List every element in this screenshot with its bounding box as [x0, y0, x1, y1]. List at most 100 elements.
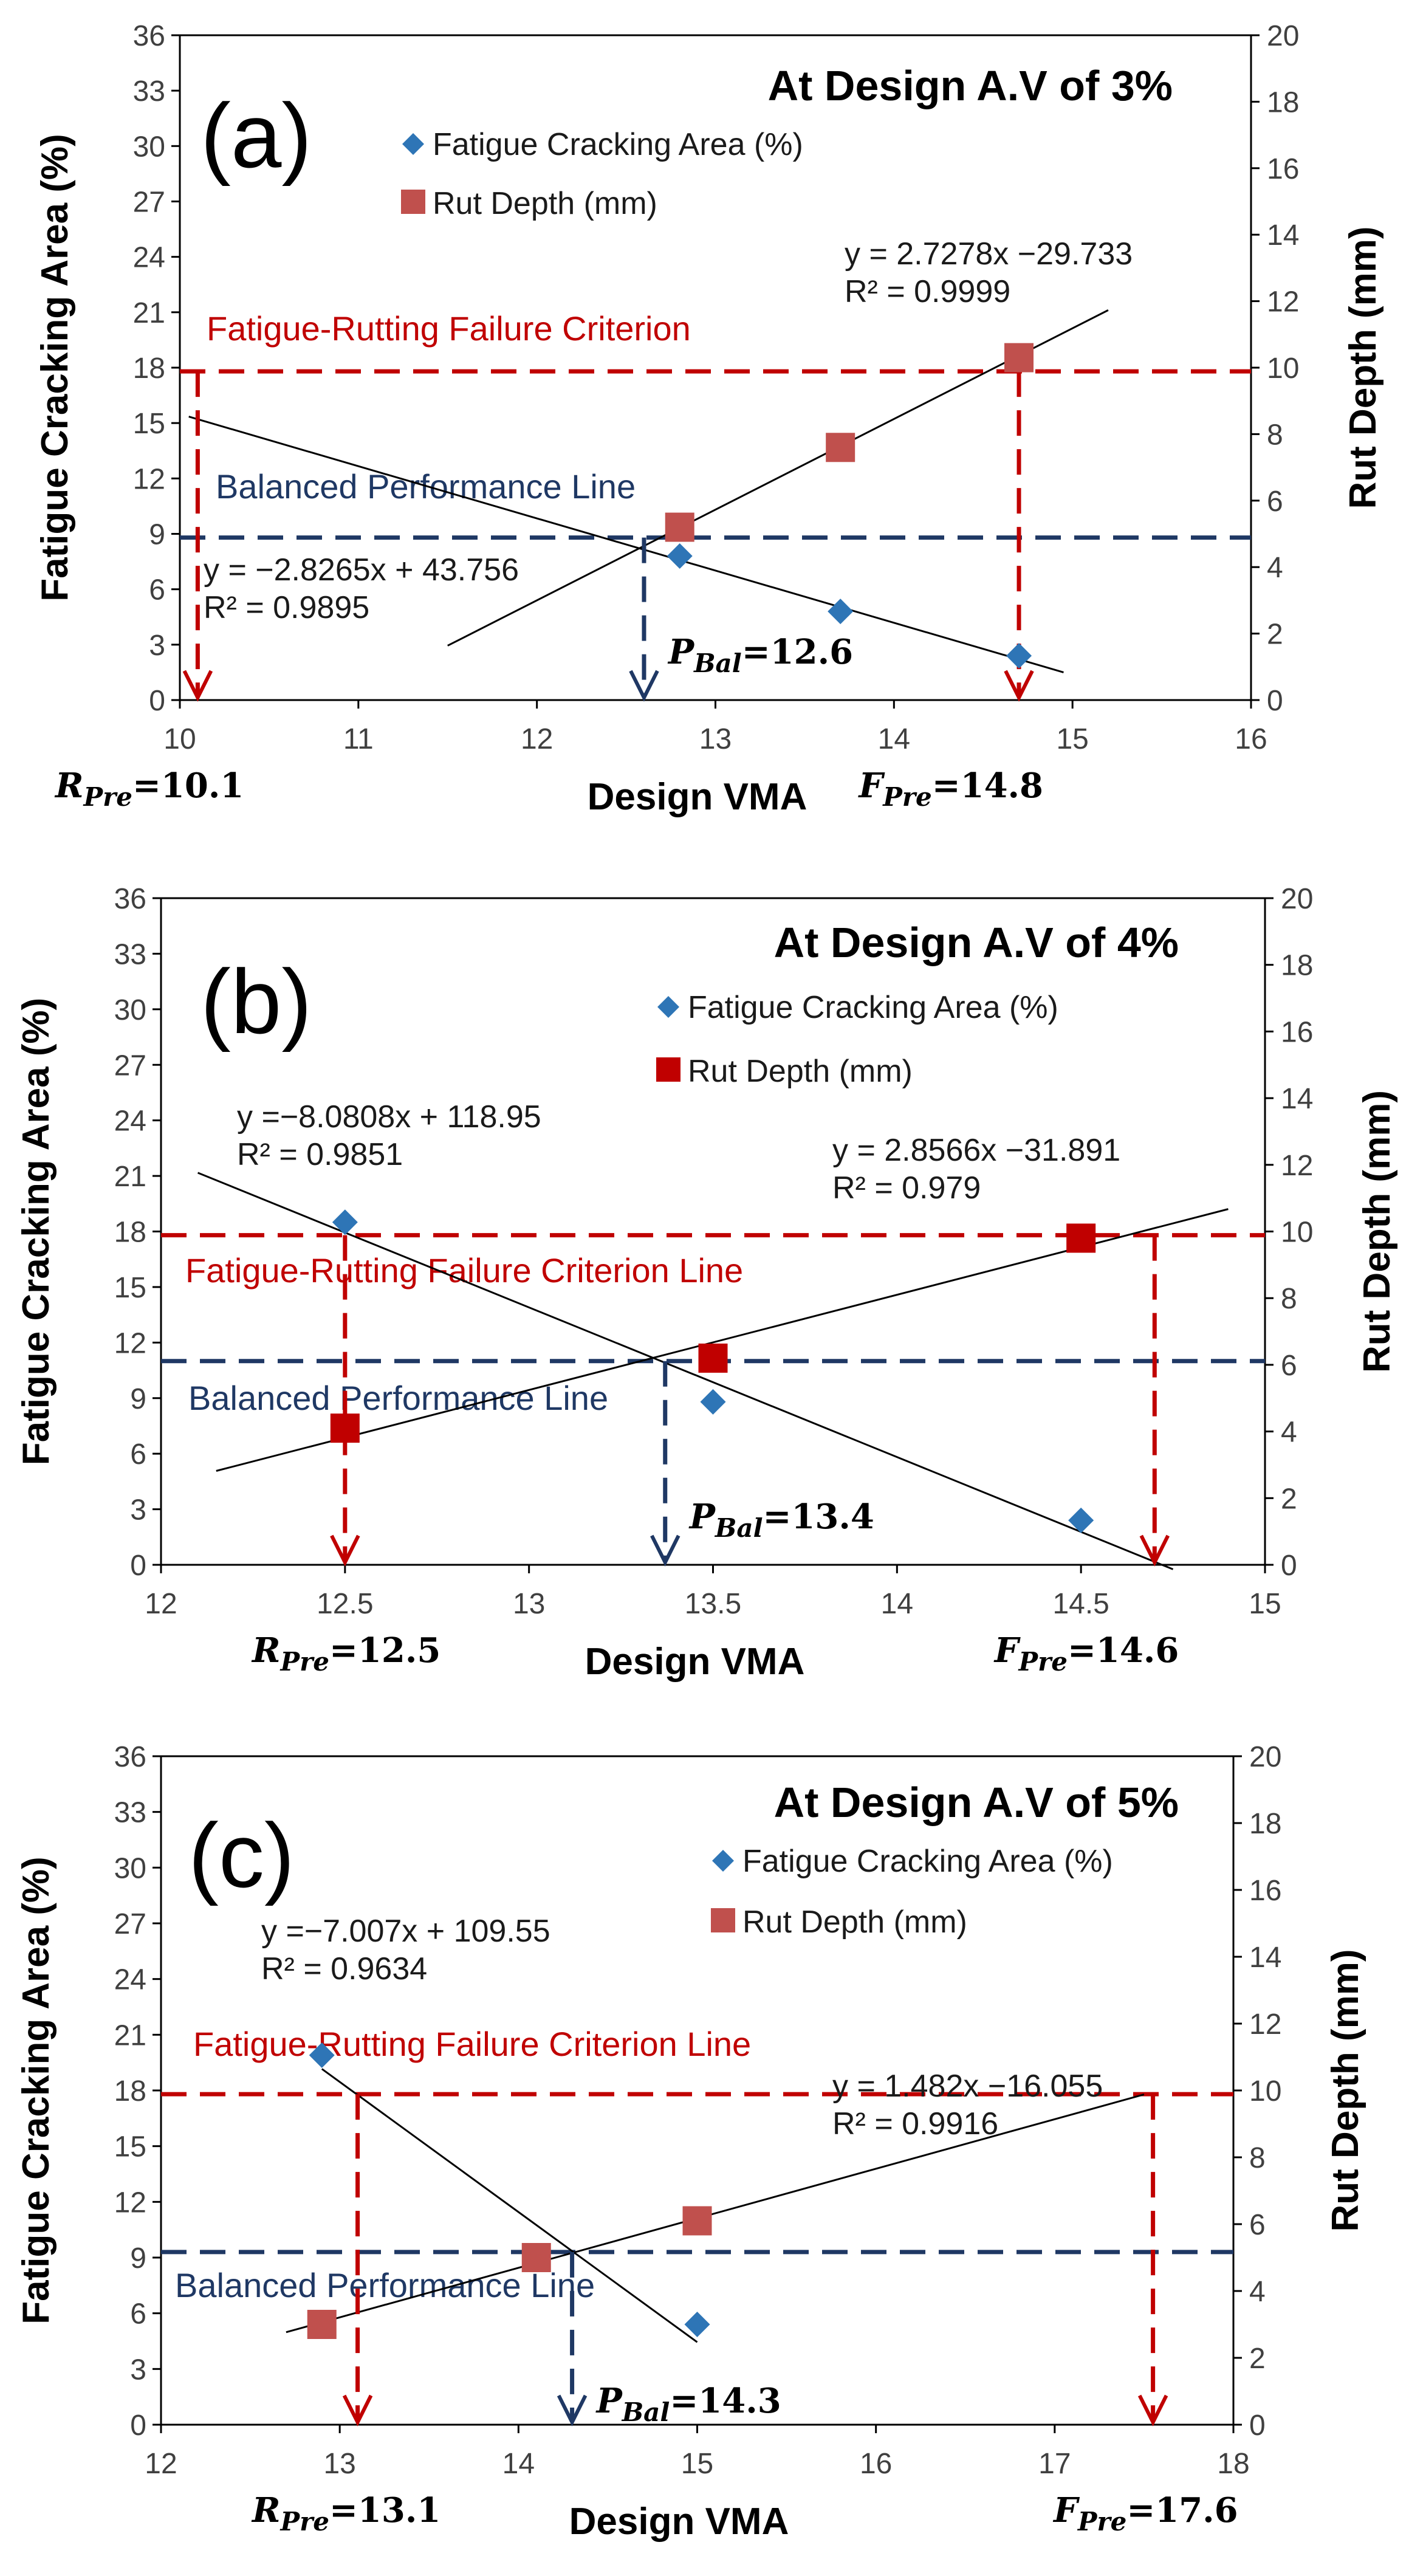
f_pre-annotation: FPre=14.8: [858, 766, 1044, 812]
r_pre-symbol: R: [251, 2490, 281, 2530]
trendline-r2: R² = 0.9999: [845, 274, 1010, 309]
x-tick-label: 13.5: [685, 1588, 741, 1620]
balanced-performance-label: Balanced Performance Line: [175, 2266, 595, 2304]
y-left-tick-label: 15: [133, 408, 165, 440]
fatigue-data-point: [1068, 1507, 1094, 1533]
y-left-tick-label: 27: [114, 1049, 146, 1082]
y-left-tick-label: 0: [130, 1550, 146, 1582]
panel-label: (a): [201, 84, 312, 187]
y-left-tick-label: 36: [114, 883, 146, 915]
r_pre-subscript: Pre: [83, 782, 132, 812]
y-right-tick-label: 2: [1249, 2343, 1266, 2375]
trendline-r2: R² = 0.979: [832, 1170, 981, 1206]
p_bal-value: =12.6: [742, 632, 853, 672]
x-tick-label: 12: [145, 1588, 177, 1620]
x-tick-label: 15: [681, 2448, 713, 2480]
x-tick-label: 11: [343, 723, 374, 755]
x-tick-label: 14: [881, 1588, 913, 1620]
y-right-tick-label: 4: [1281, 1417, 1297, 1449]
x-tick-label: 13: [699, 723, 732, 755]
x-tick-label: 12: [145, 2448, 177, 2480]
p_bal-annotation: PBal=14.3: [595, 2381, 781, 2427]
rut-data-point: [1066, 1223, 1096, 1253]
p_bal-subscript: Bal: [693, 648, 742, 678]
x-tick-label: 16: [1235, 723, 1267, 755]
y-right-tick-label: 14: [1249, 1942, 1281, 1974]
y-right-tick-label: 4: [1249, 2276, 1266, 2308]
y-left-axis-title: Fatigue Cracking Area (%): [15, 998, 57, 1465]
trendline-r2: R² = 0.9916: [832, 2106, 998, 2142]
y-right-tick-label: 4: [1267, 552, 1283, 584]
y-right-tick-label: 6: [1267, 486, 1283, 518]
x-tick-label: 12: [521, 723, 553, 755]
y-left-tick-label: 30: [114, 994, 146, 1026]
f_pre-value: =14.6: [1068, 1630, 1179, 1671]
y-right-tick-label: 2: [1281, 1483, 1297, 1515]
legend-diamond-icon: [712, 1850, 734, 1872]
rut-data-point: [521, 2243, 551, 2272]
y-right-tick-label: 6: [1249, 2209, 1266, 2241]
failure-criterion-label: Fatigue-Rutting Failure Criterion Line: [193, 2025, 751, 2063]
f_pre-subscript: Pre: [882, 782, 931, 812]
r-pre-arrow-arrowhead: [342, 2394, 373, 2427]
chart-panel-b: 12 12.5 13 13.5 14 14.5 1503691215182124273033…: [15, 883, 1398, 1683]
x-axis-title: Design VMA: [588, 776, 807, 818]
f_pre-value: =14.8: [932, 766, 1043, 806]
legend: Fatigue Cracking Area (%) Rut Depth (mm): [656, 990, 1058, 1089]
trendline-equation: y = 2.7278x −29.733: [845, 236, 1133, 272]
rut-data-point: [1004, 343, 1034, 373]
y-left-tick-label: 3: [149, 630, 165, 662]
f-pre-arrow-arrowhead: [1004, 670, 1034, 702]
y-right-tick-label: 14: [1281, 1083, 1313, 1115]
r_pre-value: =10.1: [132, 766, 244, 806]
rut-data-point: [307, 2310, 337, 2339]
x-tick-label: 15: [1056, 723, 1088, 755]
y-left-tick-label: 3: [130, 2354, 146, 2386]
y-left-tick-label: 9: [130, 2242, 146, 2275]
y-right-tick-label: 16: [1267, 153, 1299, 185]
f-pre-arrow-arrowhead: [1137, 2394, 1168, 2427]
y-right-tick-label: 16: [1281, 1016, 1313, 1048]
y-right-axis-title: Rut Depth (mm): [1342, 227, 1384, 509]
y-right-tick-label: 20: [1249, 1741, 1281, 1773]
fatigue-data-point: [332, 1209, 358, 1235]
p_bal-value: =14.3: [670, 2381, 781, 2421]
y-left-tick-label: 15: [114, 2131, 146, 2163]
chart-panel-a: 10 11 12 13 14 15 1603691215182124273033360246…: [34, 20, 1384, 818]
trendline: [188, 416, 1064, 673]
y-left-tick-label: 0: [130, 2409, 146, 2442]
y-right-tick-label: 0: [1267, 685, 1283, 717]
legend-rut-label: Rut Depth (mm): [742, 1905, 967, 1940]
y-left-tick-label: 33: [114, 938, 146, 970]
f_pre-value: =17.6: [1126, 2490, 1238, 2530]
p_bal-symbol: P: [667, 632, 695, 672]
p_bal-symbol: P: [688, 1497, 716, 1537]
trendline-equation: y = 2.8566x −31.891: [832, 1133, 1120, 1168]
rut-data-point: [682, 2206, 712, 2236]
p_bal-value: =13.4: [763, 1497, 874, 1537]
y-right-tick-label: 12: [1281, 1150, 1313, 1182]
y-right-tick-label: 18: [1249, 1808, 1281, 1840]
x-tick-label: 13: [323, 2448, 355, 2480]
panel-title: At Design A.V of 5%: [774, 1779, 1179, 1826]
legend-rut-label: Rut Depth (mm): [688, 1054, 913, 1089]
panel-title: At Design A.V of 4%: [774, 919, 1179, 966]
x-tick-label: 13: [513, 1588, 545, 1620]
y-right-tick-label: 10: [1249, 2075, 1281, 2107]
trendline: [286, 2093, 1145, 2334]
y-right-tick-label: 6: [1281, 1350, 1297, 1382]
fatigue-data-point: [684, 2312, 710, 2337]
trendline-r2: R² = 0.9851: [237, 1137, 403, 1172]
rut-data-point: [698, 1343, 728, 1373]
r_pre-annotation: RPre=12.5: [251, 1630, 441, 1677]
fatigue-data-point: [700, 1389, 726, 1415]
y-left-tick-label: 21: [114, 2019, 146, 2052]
p_bal-annotation: PBal=12.6: [667, 632, 853, 678]
y-left-axis-title: Fatigue Cracking Area (%): [15, 1856, 57, 2324]
f_pre-symbol: F: [1052, 2490, 1080, 2530]
y-left-tick-label: 24: [114, 1105, 146, 1138]
trendline: [197, 1172, 1174, 1570]
y-right-tick-label: 12: [1249, 2008, 1281, 2041]
legend: Fatigue Cracking Area (%) Rut Depth (mm): [401, 127, 803, 221]
legend-square-icon: [401, 190, 425, 214]
